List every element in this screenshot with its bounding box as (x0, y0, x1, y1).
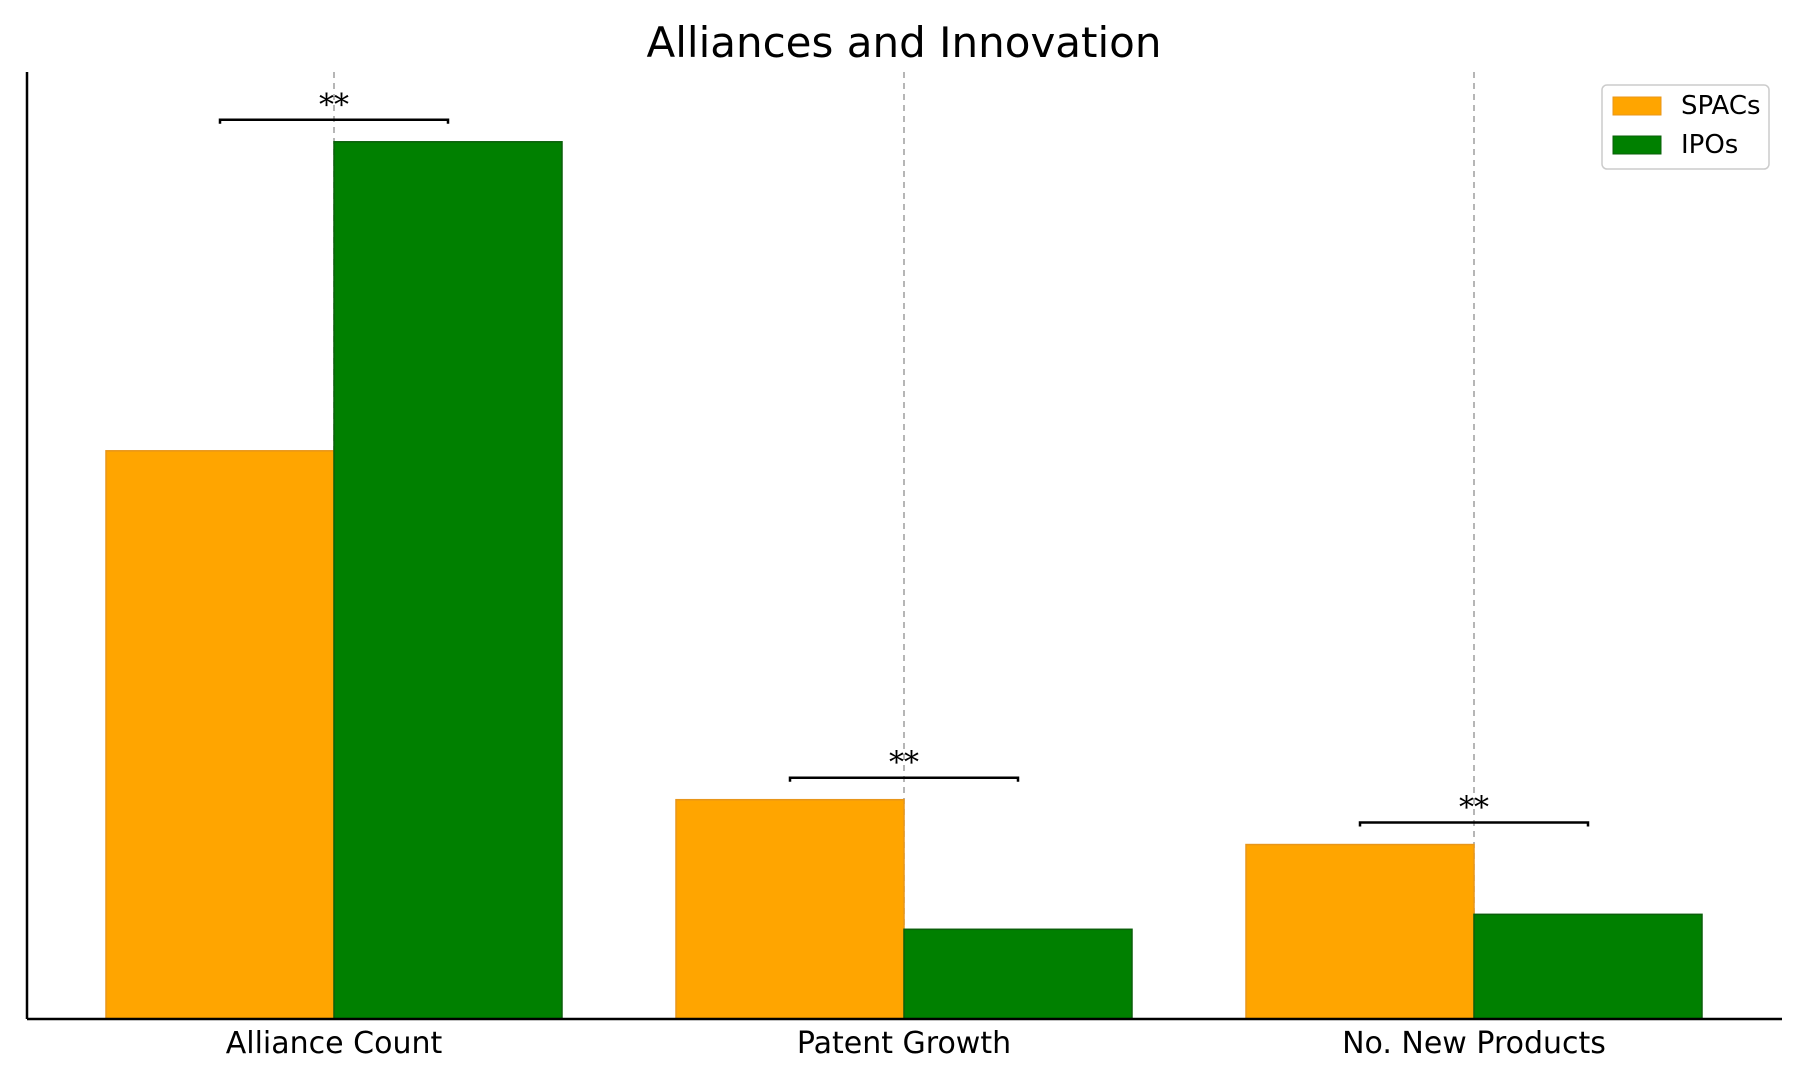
bars (105, 141, 1703, 1020)
significance-bracket-no-new-products (1358, 821, 1590, 827)
bar-ipos-patent-growth (903, 928, 1133, 1020)
significance-bracket-alliance-count (218, 118, 450, 124)
x-tick-label-patent-growth: Patent Growth (797, 1026, 1011, 1061)
bar-ipos-no-new-products (1473, 913, 1703, 1020)
bar-ipos-alliance-count (333, 141, 563, 1020)
legend-swatch-spacs (1612, 96, 1662, 116)
legend: SPACs IPOs (1601, 84, 1770, 170)
significance-label-alliance-count: ** (319, 88, 349, 123)
x-tick-label-no-new-products: No. New Products (1342, 1026, 1606, 1061)
legend-label-ipos: IPOs (1681, 130, 1738, 160)
significance-annotations: ** ** ** (218, 88, 1590, 827)
x-tick-labels: Alliance Count Patent Growth No. New Produ… (226, 1026, 1606, 1061)
chart-title: Alliances and Innovation (647, 18, 1162, 67)
bar-spacs-alliance-count (105, 450, 335, 1020)
bar-spacs-no-new-products (1245, 843, 1475, 1020)
legend-swatch-ipos (1612, 135, 1662, 155)
bar-spacs-patent-growth (675, 798, 905, 1020)
legend-label-spacs: SPACs (1681, 91, 1761, 121)
significance-bracket-patent-growth (788, 776, 1020, 782)
significance-label-patent-growth: ** (889, 746, 919, 781)
x-tick-label-alliance-count: Alliance Count (226, 1026, 443, 1061)
significance-label-no-new-products: ** (1459, 791, 1489, 826)
